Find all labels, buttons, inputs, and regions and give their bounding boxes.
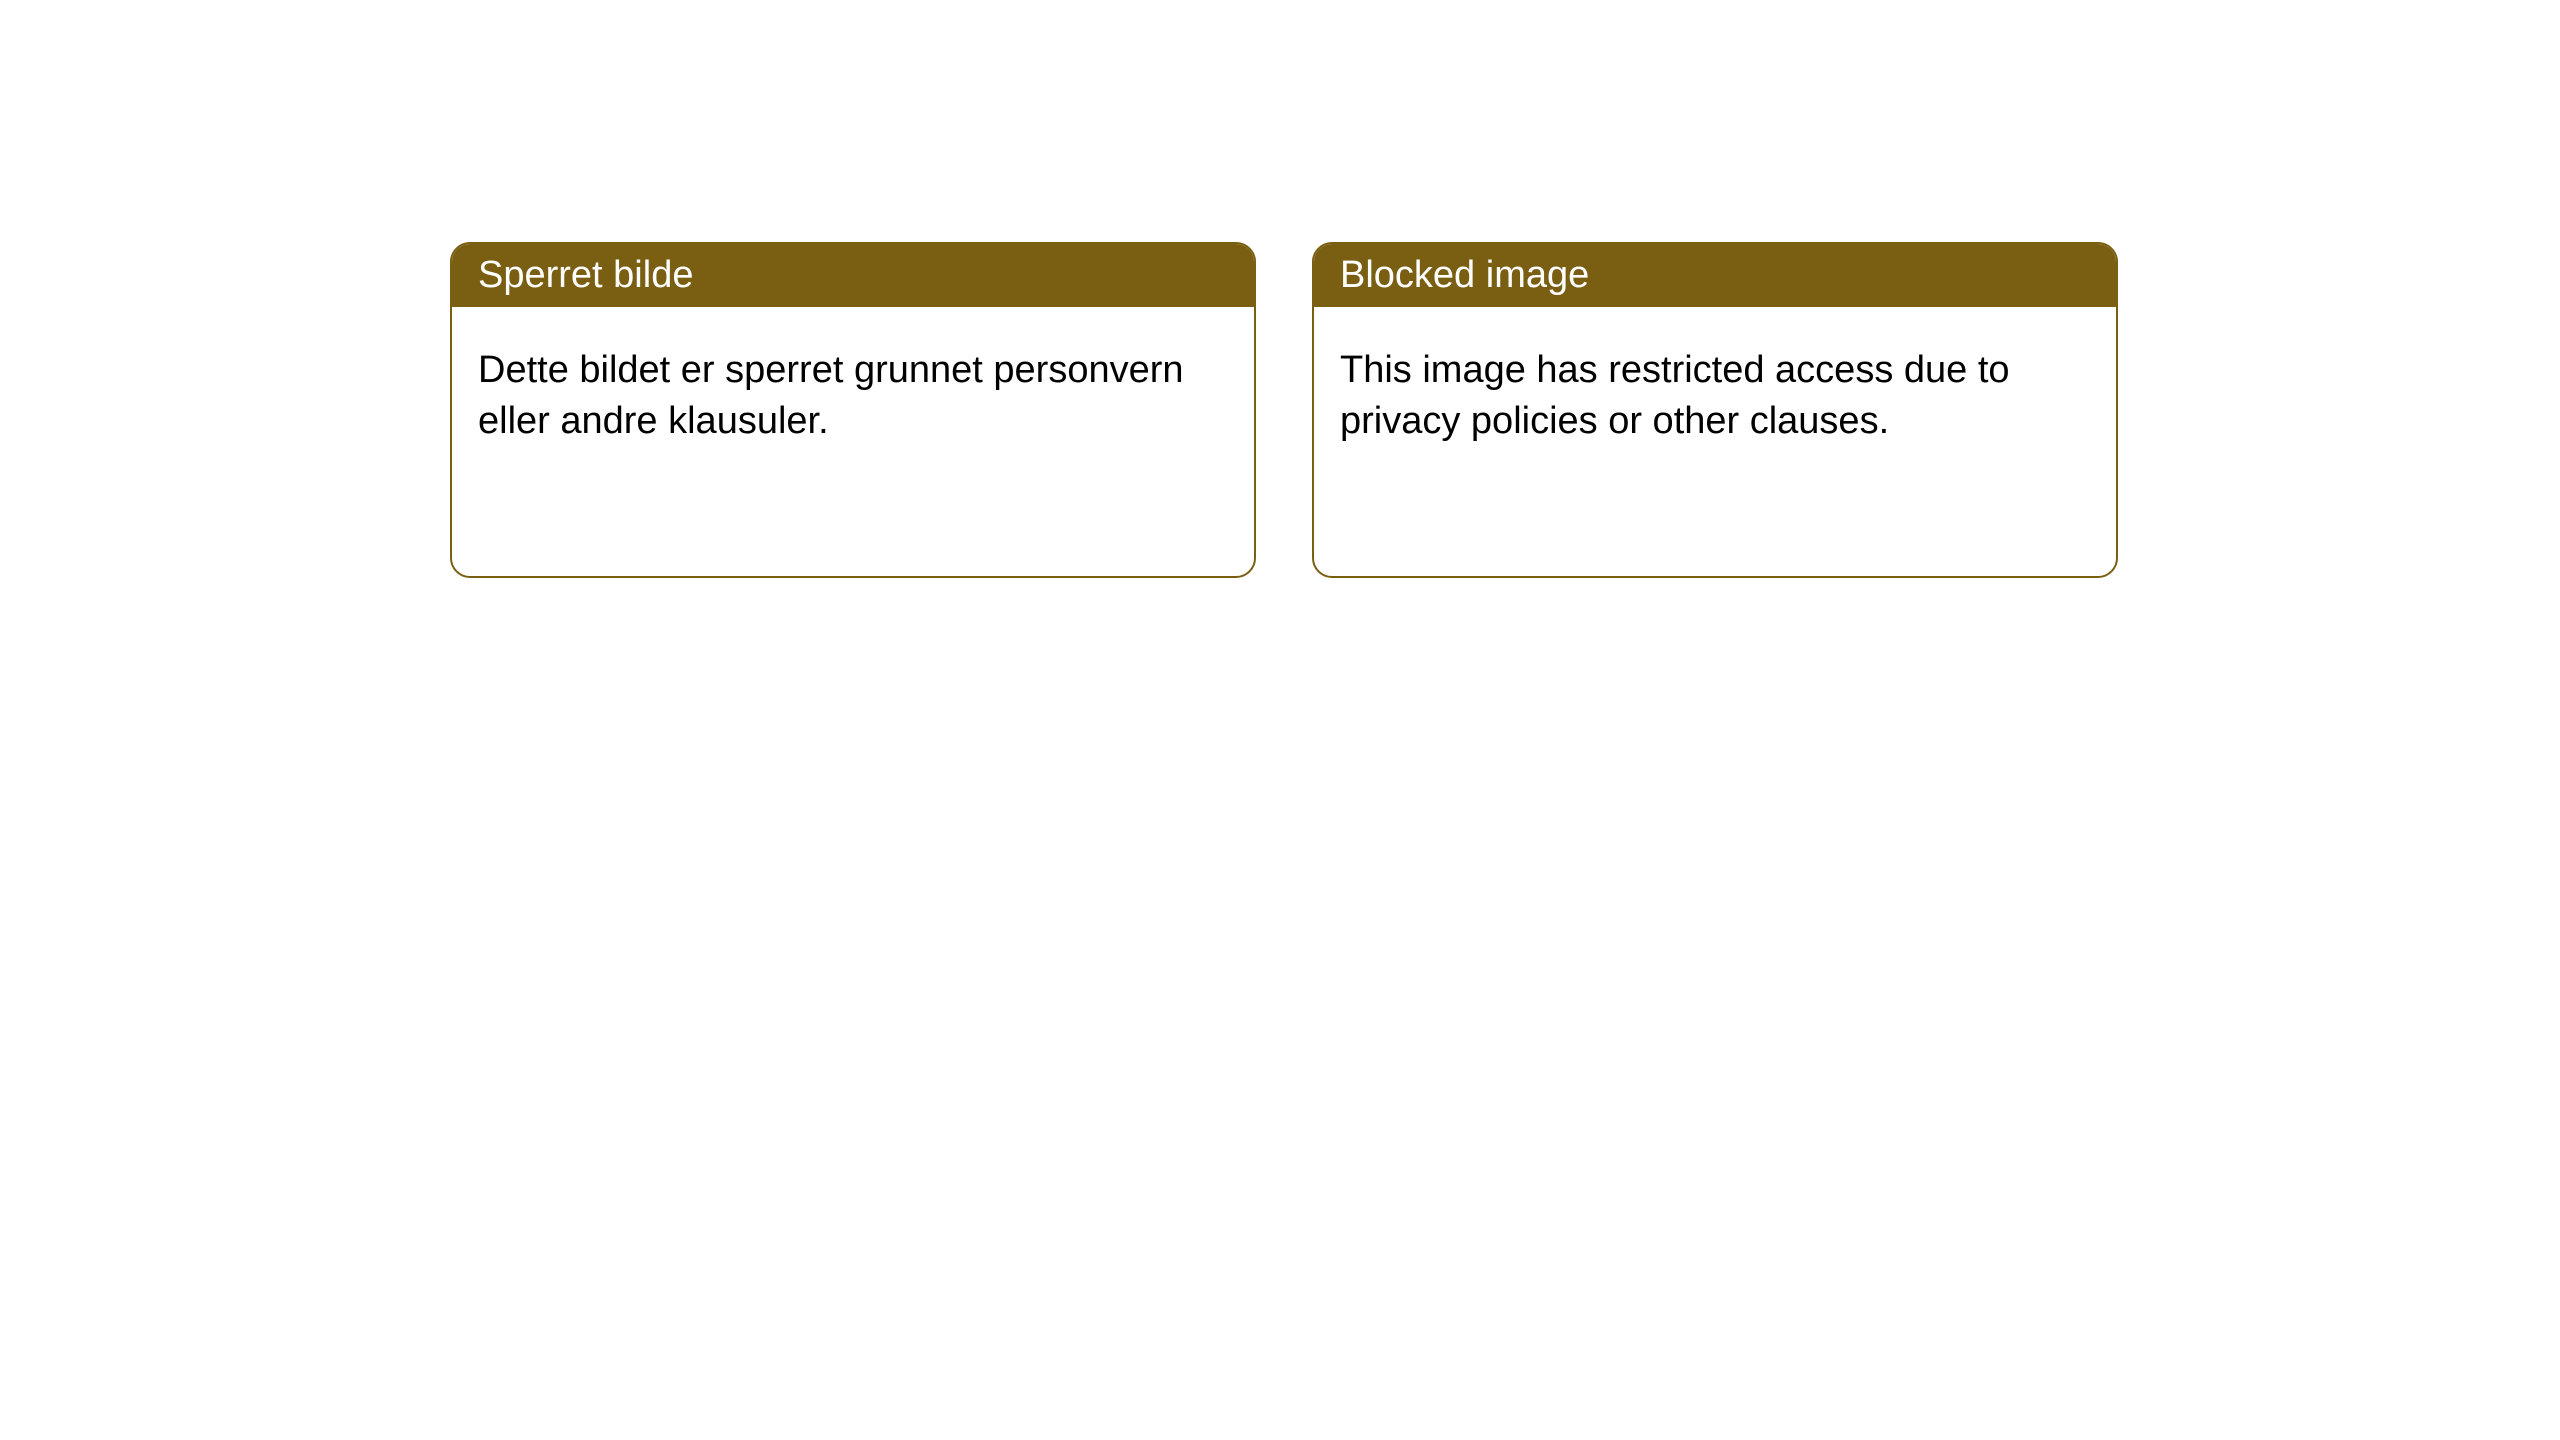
- blocked-image-card-en: Blocked image This image has restricted …: [1312, 242, 2118, 578]
- card-header: Sperret bilde: [452, 244, 1254, 307]
- blocked-image-card-no: Sperret bilde Dette bildet er sperret gr…: [450, 242, 1256, 578]
- card-body-text: Dette bildet er sperret grunnet personve…: [478, 349, 1184, 442]
- card-body: Dette bildet er sperret grunnet personve…: [452, 307, 1254, 486]
- card-title: Sperret bilde: [478, 254, 693, 296]
- cards-container: Sperret bilde Dette bildet er sperret gr…: [0, 0, 2560, 578]
- card-title: Blocked image: [1340, 254, 1589, 296]
- card-body: This image has restricted access due to …: [1314, 307, 2116, 486]
- card-header: Blocked image: [1314, 244, 2116, 307]
- card-body-text: This image has restricted access due to …: [1340, 349, 2010, 442]
